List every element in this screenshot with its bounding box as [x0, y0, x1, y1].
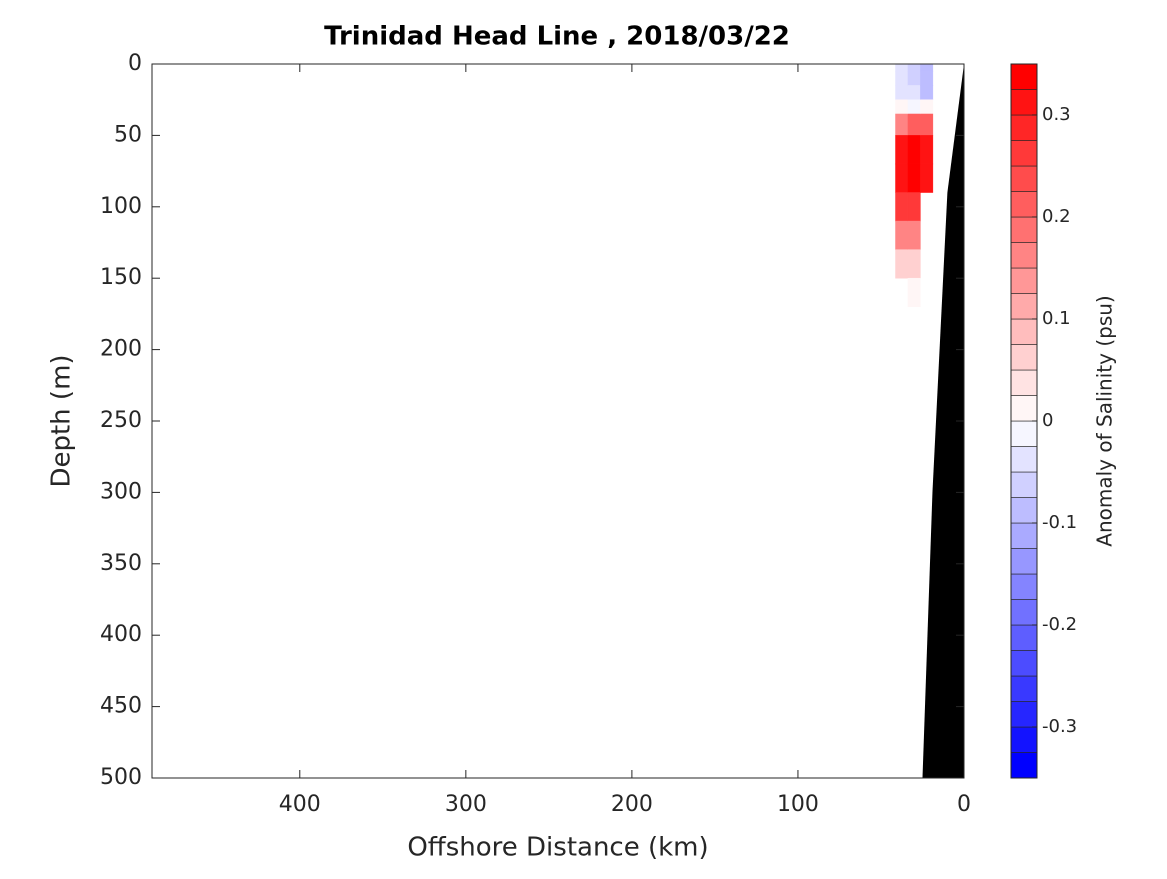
colorbar-level	[1010, 752, 1038, 779]
anomaly-cell	[895, 99, 909, 115]
colorbar-level	[1010, 191, 1038, 218]
anomaly-cell	[907, 85, 921, 100]
anomaly-cell	[920, 113, 934, 136]
colorbar-tick-label: 0.2	[1042, 206, 1071, 227]
colorbar-level	[1010, 522, 1038, 549]
y-tick-label: 250	[100, 408, 142, 433]
x-tick-label: 400	[279, 792, 321, 817]
anomaly-cell	[907, 277, 921, 308]
colorbar-level	[1010, 344, 1038, 371]
plot-area	[895, 64, 964, 778]
colorbar-level	[1010, 573, 1038, 600]
y-tick-label: 300	[100, 479, 142, 504]
colorbar-level	[1010, 318, 1038, 345]
colorbar-level	[1010, 497, 1038, 524]
colorbar-level	[1010, 140, 1038, 167]
anomaly-cell	[895, 249, 909, 279]
y-tick-label: 150	[100, 265, 142, 290]
colorbar-tick-label: 0.1	[1042, 308, 1071, 329]
y-axis-label: Depth (m)	[47, 354, 77, 487]
colorbar-level	[1010, 165, 1038, 192]
x-tick-label: 0	[957, 792, 971, 817]
x-tick-label: 100	[777, 792, 819, 817]
anomaly-cell	[895, 220, 909, 250]
anomaly-cell	[895, 113, 909, 136]
anomaly-cell	[907, 220, 921, 250]
anomaly-cell	[907, 99, 921, 115]
colorbar-level	[1010, 650, 1038, 677]
colorbar-tick-label: -0.3	[1042, 716, 1077, 737]
x-axis-label: Offshore Distance (km)	[407, 833, 708, 863]
colorbar-tick-label: 0.3	[1042, 104, 1071, 125]
y-tick-label: 50	[114, 122, 142, 147]
anomaly-cell	[907, 113, 921, 136]
colorbar-label: Anomaly of Salinity (psu)	[1093, 295, 1117, 546]
colorbar-level	[1010, 114, 1038, 141]
colorbar-level	[1010, 242, 1038, 269]
bathymetry	[922, 64, 964, 778]
anomaly-cell	[920, 135, 934, 165]
anomaly-cell	[907, 135, 921, 165]
y-tick-label: 500	[100, 765, 142, 790]
y-tick-label: 450	[100, 694, 142, 719]
chart-title: Trinidad Head Line , 2018/03/22	[324, 22, 790, 52]
anomaly-cell	[907, 70, 921, 86]
colorbar-level	[1010, 726, 1038, 753]
colorbar-tick-label: -0.1	[1042, 512, 1077, 533]
anomaly-cell	[920, 85, 934, 100]
y-tick-label: 200	[100, 337, 142, 362]
anomaly-cell	[920, 70, 934, 86]
anomaly-cell	[895, 192, 909, 222]
colorbar-level	[1010, 369, 1038, 396]
colorbar-level	[1010, 216, 1038, 243]
colorbar-level	[1010, 624, 1038, 651]
colorbar-level	[1010, 548, 1038, 575]
y-tick-label: 400	[100, 622, 142, 647]
y-tick-label: 0	[128, 51, 142, 76]
colorbar-tick-label: 0	[1042, 410, 1053, 431]
anomaly-cell	[907, 249, 921, 279]
axes-box	[151, 63, 965, 779]
anomaly-cell	[907, 192, 921, 222]
x-tick-label: 200	[611, 792, 653, 817]
anomaly-cell	[895, 135, 909, 165]
colorbar-level	[1010, 395, 1038, 422]
y-tick-label: 100	[100, 194, 142, 219]
colorbar-level	[1010, 446, 1038, 473]
colorbar-level	[1010, 471, 1038, 498]
colorbar-level	[1010, 599, 1038, 626]
y-tick-label: 350	[100, 551, 142, 576]
colorbar-level	[1010, 701, 1038, 728]
x-tick-label: 300	[445, 792, 487, 817]
anomaly-cell	[895, 70, 909, 86]
colorbar-level	[1010, 89, 1038, 116]
anomaly-cell	[920, 99, 934, 115]
colorbar-level	[1010, 420, 1038, 447]
anomaly-cell	[895, 85, 909, 100]
colorbar-level	[1010, 63, 1038, 90]
anomaly-cell	[920, 163, 934, 193]
anomaly-cell	[907, 163, 921, 193]
colorbar-level	[1010, 267, 1038, 294]
anomaly-cell	[895, 163, 909, 193]
colorbar-level	[1010, 675, 1038, 702]
colorbar-tick-label: -0.2	[1042, 614, 1077, 635]
colorbar-level	[1010, 293, 1038, 320]
